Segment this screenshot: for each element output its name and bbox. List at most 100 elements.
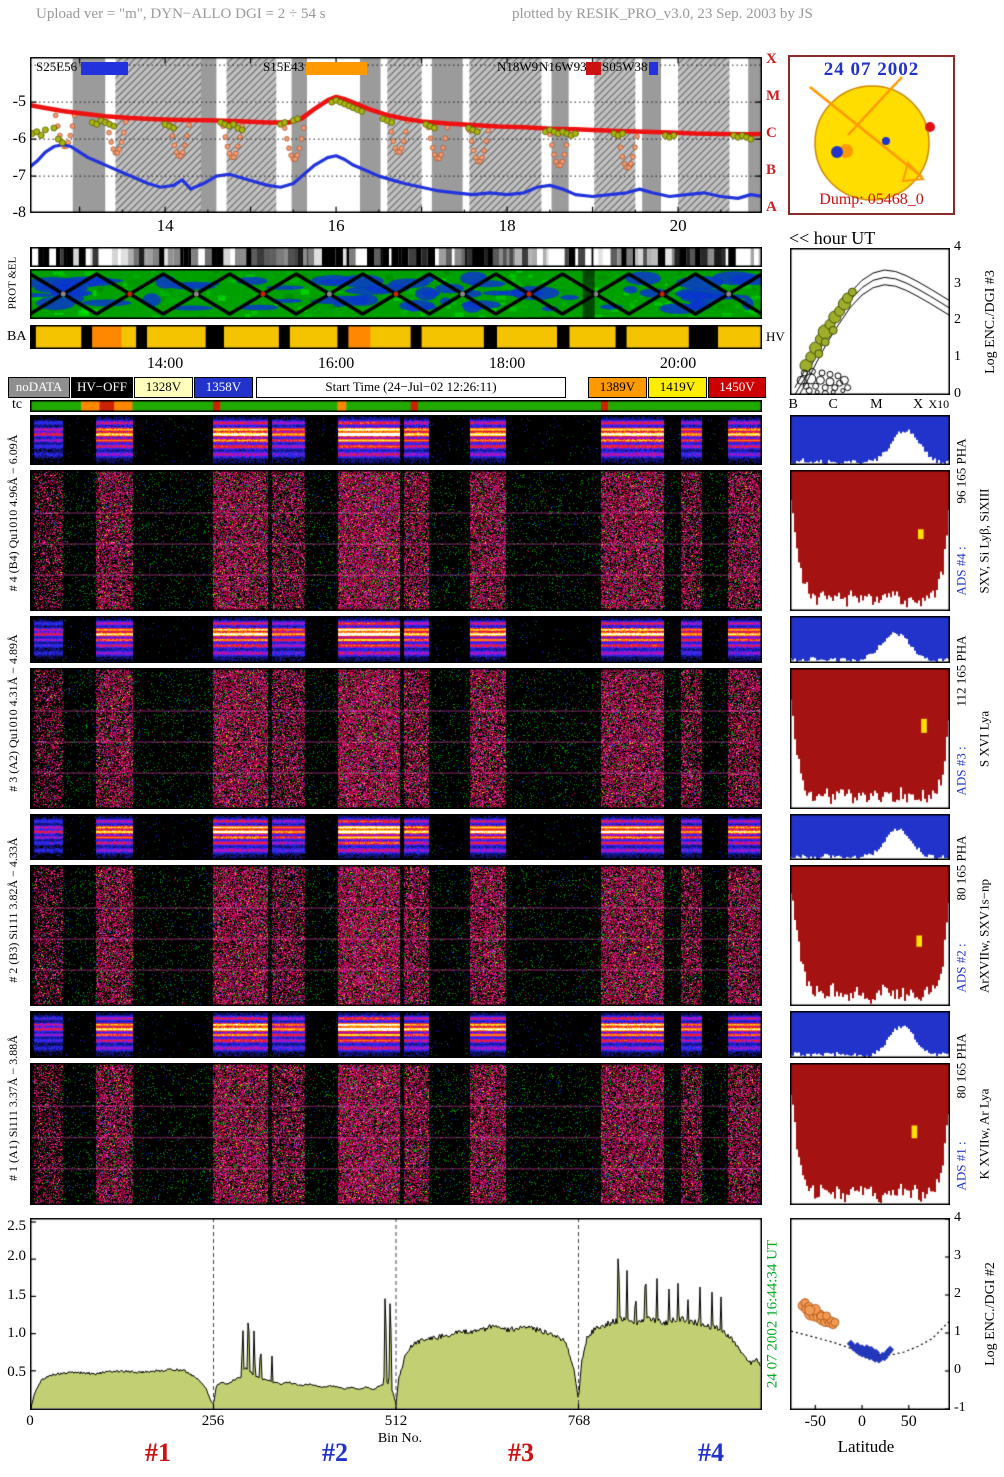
pha-counts-label: 96 165 PHA xyxy=(953,438,969,504)
time-axis-label: 16:00 xyxy=(317,355,355,372)
first-order-ylabel: Log ENC./DGI #3 xyxy=(983,270,998,374)
flare-region-bar xyxy=(586,62,601,75)
pha-histogram-thin xyxy=(790,1011,950,1058)
aurora-xtick: -50 xyxy=(804,1413,826,1430)
first-order-ytick: 2 xyxy=(954,312,961,328)
channel-left-label: # 2 (B3) Si111 3.82Å − 4.33Å xyxy=(6,837,20,983)
corrected-xtick: 0 xyxy=(26,1413,34,1429)
flare-region-label: N16W93 xyxy=(539,59,587,74)
first-order-plot xyxy=(790,248,950,395)
first-order-xtick: B xyxy=(788,397,798,412)
channel-left-label: # 4 (B4) Qu1010 4.96Å − 6.09Å xyxy=(6,434,20,592)
goes-class-letter: C xyxy=(766,125,777,141)
pha-histogram-thin xyxy=(790,814,950,860)
time-axis-label: 20:00 xyxy=(659,355,697,372)
ads-label: ADS #3 : xyxy=(953,745,969,796)
goes-xtick: 18 xyxy=(498,216,516,235)
prot-el-label: PROT &EL xyxy=(6,256,19,310)
pha-counts-label: 80 165 PHA xyxy=(953,835,969,901)
species-label: ArXVIIw, SXV1s−np xyxy=(976,878,992,993)
dump-label: Dump: 05468_0 xyxy=(819,191,924,208)
legend-item: 1419V xyxy=(648,377,707,398)
species-label: SXV, Si Lyβ, SiXIII xyxy=(976,488,992,593)
species-label: S XVI Lya xyxy=(976,710,992,767)
ads-label: ADS #4 : xyxy=(953,546,969,596)
first-order-xtick: C xyxy=(828,397,838,412)
aurora-latitude-plot xyxy=(790,1218,950,1410)
ads-label: ADS #1 : xyxy=(953,1141,969,1191)
species-label: K XVIIw, Ar Lya xyxy=(976,1088,992,1180)
goes-ytick: -8 xyxy=(12,204,26,222)
flare-region-label: S25E56 xyxy=(36,59,78,74)
corrected-ytick: 1.5 xyxy=(7,1286,26,1303)
aurora-xtick: 0 xyxy=(858,1413,867,1430)
pha-histogram-thin xyxy=(790,415,950,465)
aurora-ytick: 0 xyxy=(954,1362,961,1377)
spectrogram-survey-panel xyxy=(30,1063,762,1205)
pha-histogram-tall xyxy=(790,865,950,1006)
time-axis-label: 18:00 xyxy=(488,355,526,372)
legend-item: 1358V xyxy=(194,377,253,398)
solar-disk-panel: 24 07 2002 Dump: 05468_0 xyxy=(788,55,955,215)
flare-region-bar xyxy=(81,62,128,75)
aurora-ytick: 1 xyxy=(954,1324,961,1339)
first-order-ytick: 4 xyxy=(954,239,961,254)
ba-voltage-strip xyxy=(30,325,762,349)
solar-date: 24 07 2002 xyxy=(823,59,920,80)
aurora-ytick: 3 xyxy=(954,1248,961,1263)
header-upload-info: Upload ver = "m", DYN−ALLO DGI = 2 ÷ 54 … xyxy=(36,6,326,22)
legend-item: 1389V xyxy=(588,377,647,398)
goes-ytick: -5 xyxy=(12,93,26,111)
channel-tag: #4 xyxy=(698,1438,724,1467)
spectrogram-lines-panel xyxy=(30,814,762,860)
goes-class-letter: B xyxy=(766,162,777,178)
pha-counts-label: 112 165 PHA xyxy=(953,634,969,707)
corrected-xtick: 768 xyxy=(567,1413,591,1429)
corrected-ytick: 1.0 xyxy=(7,1325,26,1342)
latitude-label: Latitude xyxy=(837,1437,895,1456)
channel-tag: #1 xyxy=(145,1438,171,1467)
channel-left-label: # 3 (A2) Qu1010 4.31Å − 4.89Å xyxy=(6,633,20,792)
hour-ut-label: << hour UT xyxy=(789,228,876,248)
pha-histogram-tall xyxy=(790,668,950,809)
header-plotted-by: plotted by RESIK_PRO_v3.0, 23 Sep. 2003 … xyxy=(512,6,813,22)
flare-region-bar xyxy=(649,62,658,75)
legend-item: Start Time (24−Jul−02 12:26:11) xyxy=(256,377,566,398)
first-order-ytick: 1 xyxy=(954,349,961,365)
legend-item: 1328V xyxy=(134,377,193,398)
spectrogram-survey-panel xyxy=(30,668,762,809)
first-order-ytick: 0 xyxy=(954,385,961,401)
time-axis-label: 14:00 xyxy=(146,355,184,372)
aurora-xtick: 50 xyxy=(900,1413,917,1430)
corrected-xtick: 256 xyxy=(201,1413,225,1429)
corrected-spectra-plot xyxy=(30,1218,762,1410)
corrected-ytick: 2.0 xyxy=(7,1248,26,1265)
pha-histogram-thin xyxy=(790,616,950,663)
goes-xtick: 14 xyxy=(156,216,174,235)
goes-xtick: 16 xyxy=(327,216,345,235)
aurora-ytick: 2 xyxy=(954,1286,961,1301)
aurora-ytick: -1 xyxy=(954,1400,966,1415)
first-order-ytick: 3 xyxy=(954,275,961,291)
particle-band xyxy=(30,269,762,319)
observation-datetime: 24 07 2002 16:44:34 UT xyxy=(764,1239,781,1389)
corrected-ytick: 0.5 xyxy=(7,1363,26,1380)
aurora-ytick: 4 xyxy=(954,1210,961,1225)
first-order-xtick: M xyxy=(870,397,883,412)
pha-histogram-tall xyxy=(790,1063,950,1205)
goes-class-letter: M xyxy=(766,88,781,104)
spectrogram-survey-panel xyxy=(30,865,762,1006)
flare-region-label: S15E43 xyxy=(263,59,305,74)
corrected-xtick: 512 xyxy=(384,1413,408,1429)
flare-region-bar xyxy=(306,62,367,75)
aurora-ylabel: Log ENC./DGI #2 xyxy=(983,1262,998,1366)
channel-tag: #2 xyxy=(322,1438,348,1467)
spectrogram-lines-panel xyxy=(30,1011,762,1058)
legend-item: noDATA xyxy=(8,377,70,398)
goes-ytick: -7 xyxy=(12,167,26,185)
proton-electron-strip xyxy=(30,247,762,267)
flare-region-label: S05W38 xyxy=(602,59,648,74)
first-order-xtick: X10 xyxy=(928,397,950,411)
ba-label: BA xyxy=(7,329,27,344)
